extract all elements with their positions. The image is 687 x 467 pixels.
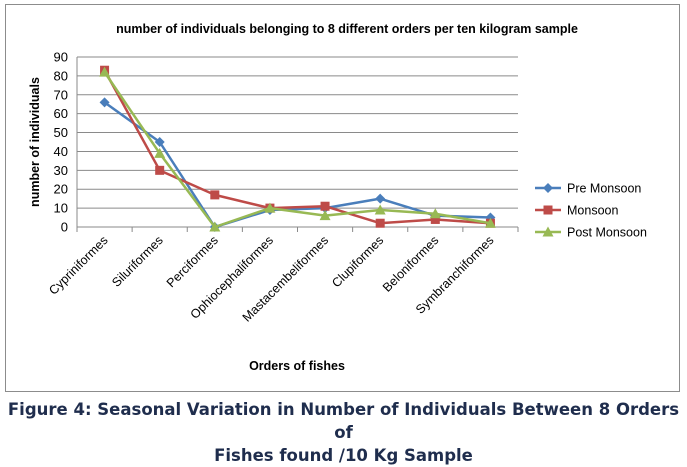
data-point xyxy=(429,208,441,219)
data-point xyxy=(319,210,331,221)
caption-line-1: Figure 4: Seasonal Variation in Number o… xyxy=(7,400,680,442)
x-tick-label: Cypriniformes xyxy=(46,233,110,297)
chart-title: number of individuals belonging to 8 dif… xyxy=(116,22,578,36)
data-point xyxy=(430,214,440,224)
x-tick-label: Clupiformes xyxy=(329,233,386,290)
y-tick-label: 50 xyxy=(54,125,68,140)
y-tick-label: 10 xyxy=(54,201,68,216)
data-point xyxy=(320,201,330,211)
y-tick-label: 80 xyxy=(54,68,68,83)
y-tick-label: 20 xyxy=(54,182,68,197)
data-point xyxy=(484,217,496,228)
data-point xyxy=(374,204,386,215)
y-tick-label: 90 xyxy=(54,50,68,65)
caption-line-2: Fishes found /10 Kg Sample xyxy=(214,446,473,465)
data-point xyxy=(375,193,386,204)
y-tick-label: 30 xyxy=(54,163,68,178)
figure-caption: Figure 4: Seasonal Variation in Number o… xyxy=(0,398,687,467)
data-point xyxy=(375,218,385,228)
series-line-2 xyxy=(103,71,491,229)
data-point xyxy=(264,202,276,213)
legend-label: Post Monsoon xyxy=(567,226,647,240)
y-tick-label: 70 xyxy=(54,87,68,102)
x-tick-label: Siluriformes xyxy=(109,233,166,290)
chart-frame xyxy=(5,4,680,392)
data-point xyxy=(154,147,166,158)
series-line-1 xyxy=(103,69,491,225)
y-tick-label: 0 xyxy=(61,220,68,235)
legend-marker xyxy=(542,226,554,237)
data-point xyxy=(209,221,221,232)
data-point xyxy=(154,137,165,147)
data-point xyxy=(99,66,111,77)
y-axis-label: number of individuals xyxy=(28,77,42,207)
legend-marker xyxy=(543,183,553,193)
x-tick-label: Beloniformes xyxy=(380,233,441,294)
y-tick-label: 40 xyxy=(54,144,68,159)
data-point xyxy=(155,165,165,175)
line-chart: number of individuals belonging to 8 dif… xyxy=(28,22,647,373)
legend-marker xyxy=(543,205,553,215)
x-axis-label: Orders of fishes xyxy=(249,359,345,373)
legend-label: Pre Monsoon xyxy=(567,182,641,196)
x-tick-label: Perciformes xyxy=(164,233,221,290)
data-point xyxy=(99,97,110,108)
data-point xyxy=(210,190,220,200)
legend-label: Monsoon xyxy=(567,204,618,218)
y-tick-label: 60 xyxy=(54,106,68,121)
